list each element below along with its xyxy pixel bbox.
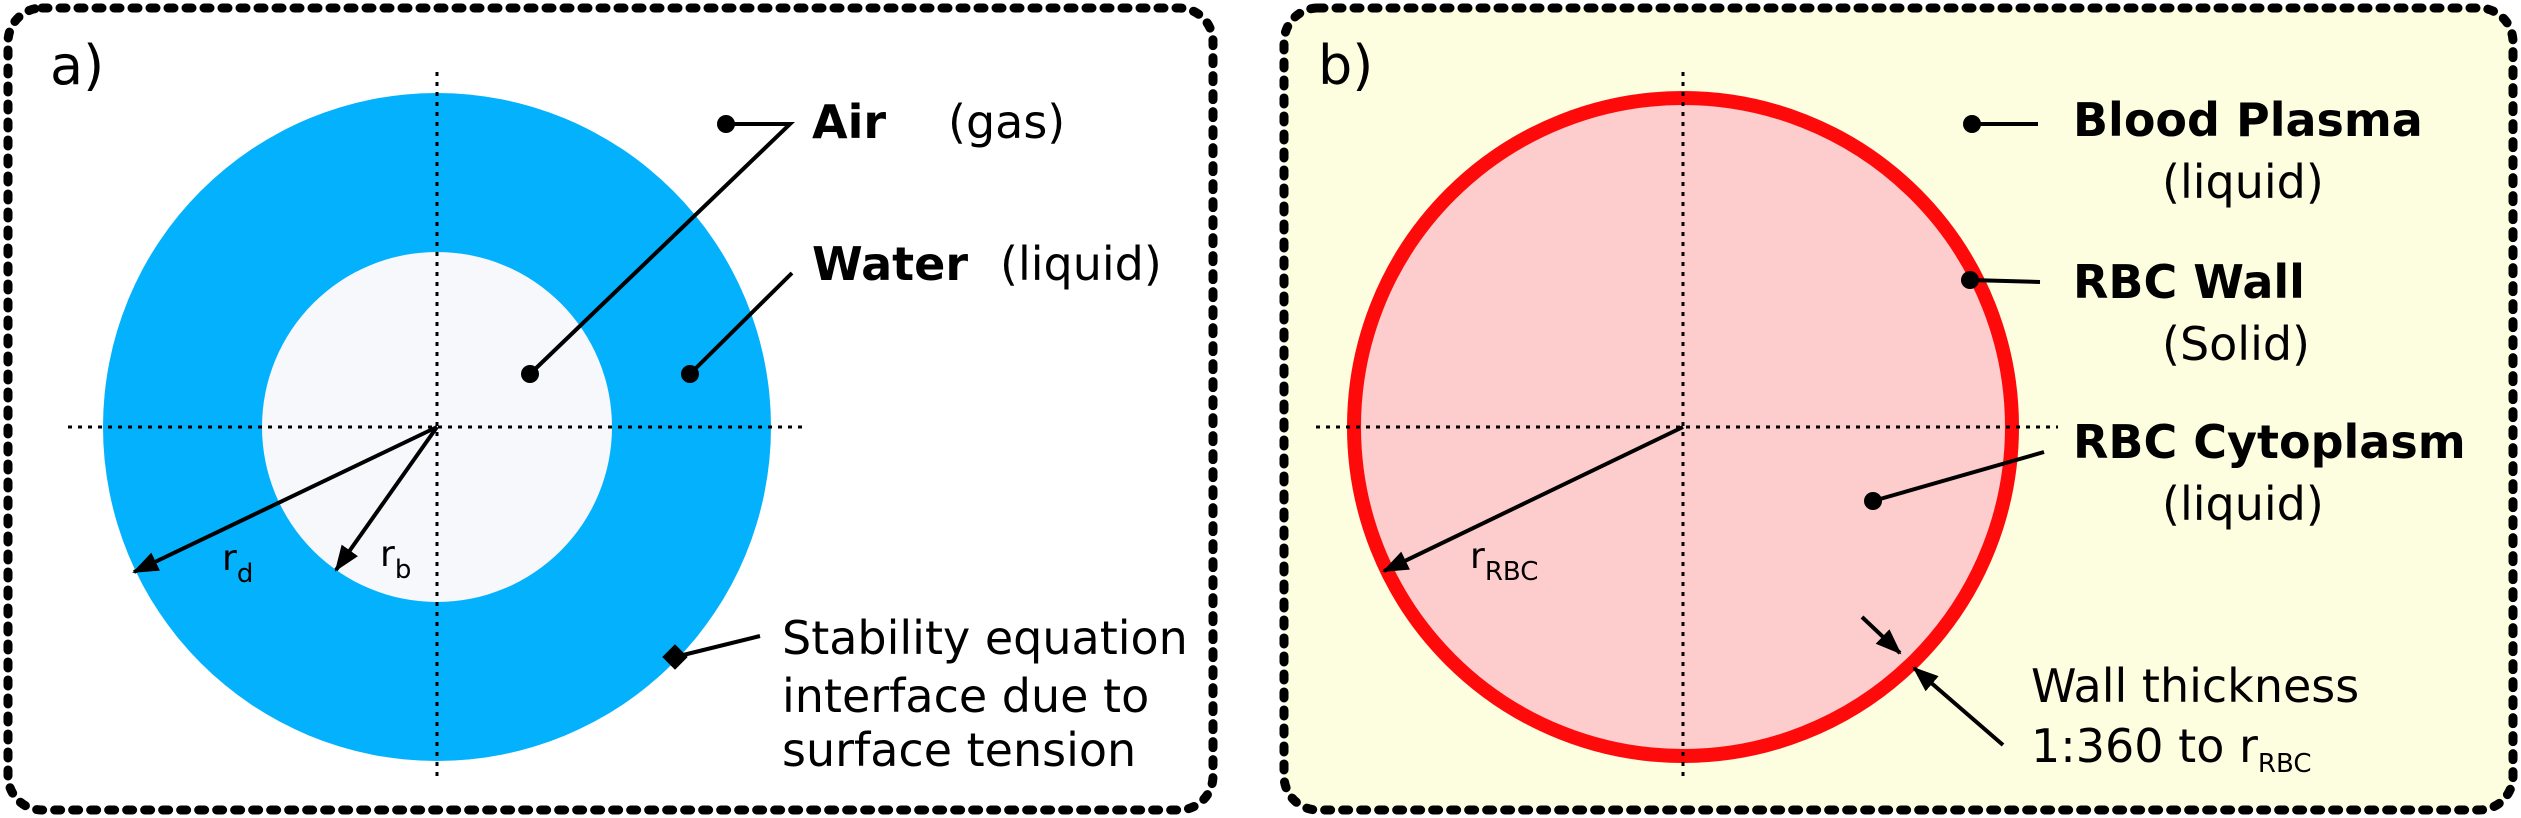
panel-a: a) rd rb Air (gas) Water (liquid) Stabil… — [3, 3, 1218, 815]
water-phase: (liquid) — [1000, 237, 1162, 291]
wall-label: RBC Wall — [2073, 255, 2305, 309]
thickness-arrow-outer — [1912, 666, 2005, 747]
wall-leader-line — [1969, 278, 2041, 284]
air-label: Air — [812, 95, 886, 149]
thickness-line-1: Wall thickness — [2031, 659, 2359, 713]
thickness-line-2: 1:360 to rRBC — [2031, 719, 2312, 779]
rrbc-label: rRBC — [1470, 536, 1538, 587]
interface-leader-line — [674, 634, 761, 659]
cyto-leader-line — [1872, 450, 2045, 503]
air-leader-line — [528, 122, 795, 376]
rd-arrow — [132, 425, 438, 574]
plasma-label: Blood Plasma — [2073, 93, 2423, 147]
panel-b: b) rRBC Blood Plasma (liquid) RBC Wall (… — [1279, 3, 2518, 815]
air-phase: (gas) — [948, 95, 1065, 149]
stability-line-1: Stability equation — [782, 611, 1188, 665]
stability-line-2: interface due to — [782, 669, 1149, 723]
cyto-phase: (liquid) — [2162, 477, 2324, 531]
wall-phase: (Solid) — [2162, 317, 2310, 371]
thickness-arrow-inner — [1860, 615, 1902, 655]
rrbc-arrow — [1382, 425, 1684, 573]
water-leader-line — [688, 271, 794, 376]
water-label: Water — [812, 237, 968, 291]
rb-label: rb — [380, 534, 411, 585]
plasma-phase: (liquid) — [2162, 155, 2324, 209]
stability-line-3: surface tension — [782, 723, 1136, 777]
cyto-label: RBC Cytoplasm — [2073, 415, 2466, 469]
panel-a-tag: a) — [50, 34, 104, 97]
rb-arrow — [334, 425, 439, 572]
rd-label: rd — [222, 538, 253, 589]
panel-b-tag: b) — [1318, 34, 1373, 97]
